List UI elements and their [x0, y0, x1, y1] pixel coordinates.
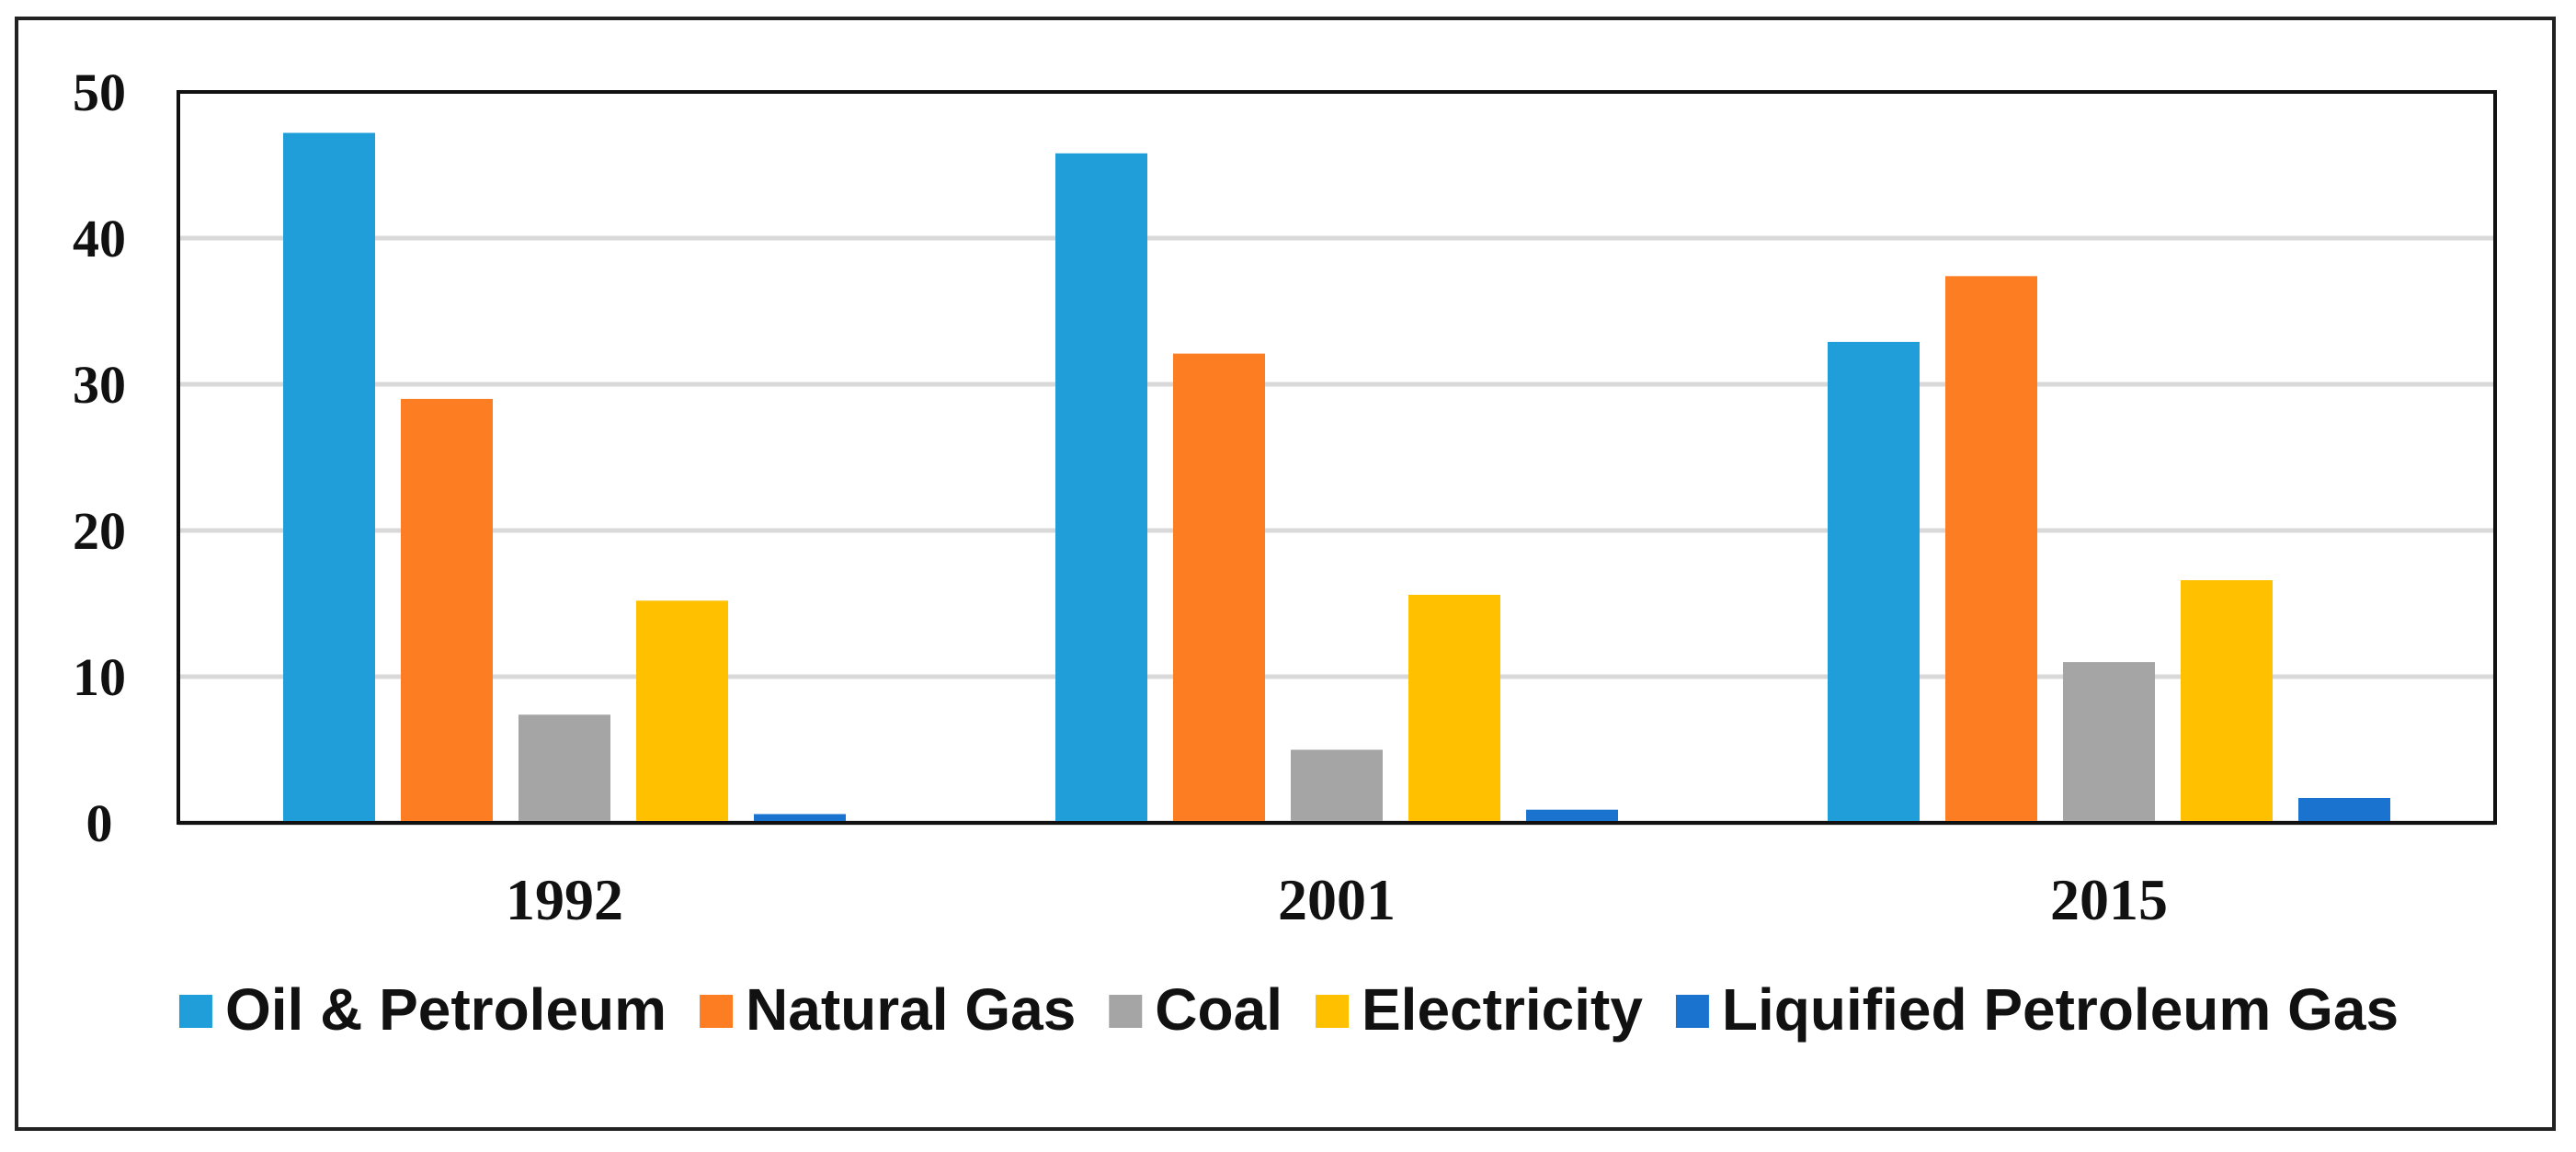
legend-item: Liquified Petroleum Gas — [1675, 976, 2399, 1043]
bar — [1055, 153, 1147, 823]
x-category-label: 2001 — [1278, 867, 1396, 932]
bar — [2181, 580, 2273, 823]
y-tick-label: 40 — [73, 209, 126, 268]
legend-label: Electricity — [1362, 976, 1643, 1043]
x-category-label: 2015 — [2050, 867, 2168, 932]
legend-label: Natural Gas — [746, 976, 1076, 1043]
legend-item: Electricity — [1315, 976, 1643, 1043]
legend-label: Coal — [1155, 976, 1282, 1043]
x-axis-categories: 1992 2001 2015 — [506, 867, 2168, 932]
legend-swatch — [1675, 995, 1709, 1028]
plot-area-border — [177, 90, 2497, 825]
legend-label: Oil & Petroleum — [225, 976, 667, 1043]
chart-frame: 0 10 20 30 40 50 1992 2001 2015 Oil & Petroleum… — [15, 17, 2556, 1131]
y-tick-label: 50 — [73, 63, 126, 122]
bar — [2063, 662, 2155, 823]
bar — [1291, 749, 1383, 823]
legend-swatch — [178, 995, 212, 1028]
bar — [1945, 276, 2037, 824]
y-tick-label: 20 — [73, 501, 126, 561]
legend-item: Coal — [1109, 976, 1282, 1043]
x-category-label: 1992 — [506, 867, 623, 932]
legend-item: Oil & Petroleum — [178, 976, 667, 1043]
bar — [1408, 594, 1500, 823]
bar — [283, 132, 375, 823]
bar — [2298, 797, 2390, 823]
y-tick-label: 10 — [73, 647, 126, 707]
bar — [1526, 809, 1618, 823]
bar — [519, 714, 610, 823]
bar — [401, 398, 493, 823]
legend-swatch — [1109, 995, 1143, 1028]
legend-swatch — [1315, 995, 1349, 1028]
legend-label: Liquified Petroleum Gas — [1722, 976, 2399, 1043]
bar-chart: 0 10 20 30 40 50 1992 2001 2015 Oil & Petroleum… — [73, 63, 2497, 1043]
legend-swatch — [700, 995, 734, 1028]
legend: Oil & Petroleum Natural Gas Coal Electricit… — [178, 976, 2399, 1043]
bar — [754, 814, 846, 823]
bar — [636, 600, 728, 823]
bar — [1828, 341, 1920, 823]
y-tick-label: 30 — [73, 355, 126, 415]
y-tick-label: 0 — [86, 793, 113, 853]
bars — [283, 132, 2390, 824]
y-axis-ticks: 0 10 20 30 40 50 — [73, 63, 126, 853]
bar — [1173, 353, 1265, 823]
legend-item: Natural Gas — [700, 976, 1076, 1043]
